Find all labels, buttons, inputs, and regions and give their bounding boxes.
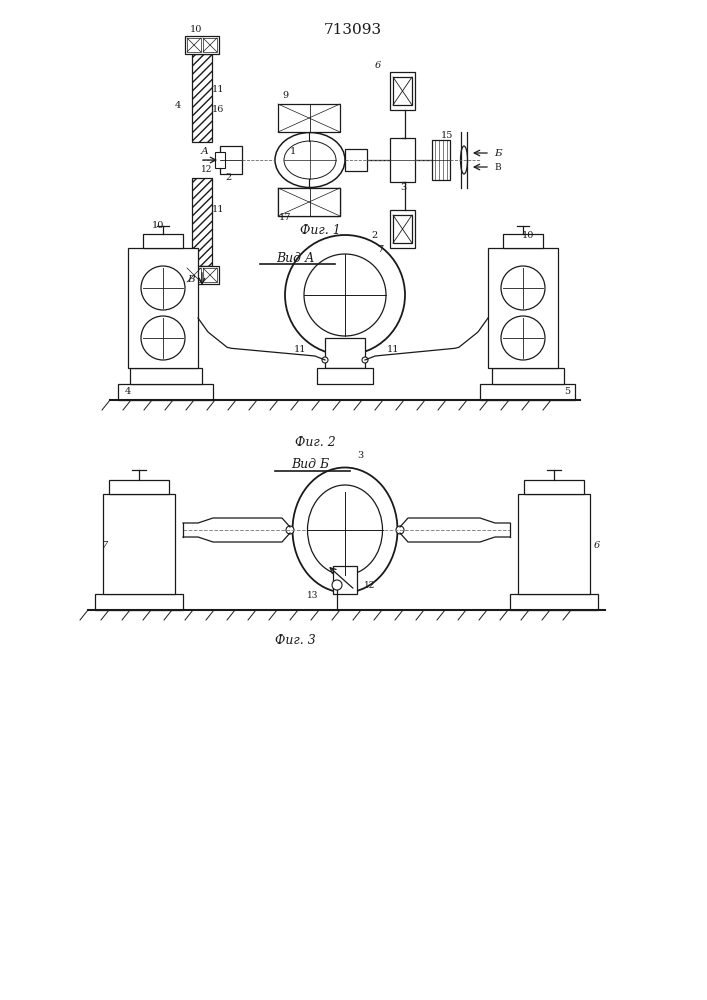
Bar [185,36,219,54]
Bar [317,368,373,384]
Text: 4: 4 [125,387,131,396]
Ellipse shape [284,141,336,179]
Bar [390,72,415,110]
Bar [345,149,367,171]
Bar [524,480,584,494]
Bar [492,368,564,384]
Bar [393,215,412,243]
Text: Фиг. 3: Фиг. 3 [274,634,315,647]
Bar [192,178,212,266]
Bar [278,188,340,216]
Text: 11: 11 [387,346,399,355]
Circle shape [141,266,185,310]
Bar [278,104,340,132]
Ellipse shape [304,254,386,336]
Circle shape [501,316,545,360]
Circle shape [322,357,328,363]
Text: 2: 2 [225,174,231,182]
Bar [278,188,340,216]
Text: 4: 4 [175,101,181,109]
Text: 6: 6 [375,60,381,70]
Bar [192,178,212,266]
Bar [95,594,183,610]
Text: 12: 12 [201,164,213,174]
Bar [109,480,169,494]
Text: 16: 16 [212,105,224,114]
Circle shape [362,357,368,363]
Circle shape [332,580,342,590]
Circle shape [286,526,294,534]
Bar [432,140,450,180]
Text: В: В [495,162,501,172]
Bar [192,54,212,142]
Text: 11: 11 [293,346,306,355]
Bar [325,338,365,368]
Bar [203,268,217,282]
Text: 17: 17 [279,214,291,223]
Bar [393,77,412,105]
Bar [118,384,213,400]
Ellipse shape [308,485,382,575]
Circle shape [501,266,545,310]
Ellipse shape [460,146,467,174]
Bar [185,266,219,284]
Text: 3: 3 [357,450,363,460]
Text: Фиг. 2: Фиг. 2 [295,436,335,448]
Circle shape [396,526,404,534]
Bar [203,38,217,52]
Text: 6: 6 [594,540,600,550]
Text: 5: 5 [564,387,570,396]
Text: 1: 1 [290,147,296,156]
Text: 10: 10 [189,25,202,34]
Text: Вид Б: Вид Б [291,458,329,472]
Bar [480,384,575,400]
Bar [488,248,558,368]
Text: 9: 9 [282,91,288,100]
Bar [187,268,201,282]
Text: 2: 2 [372,231,378,239]
Text: 7: 7 [102,540,108,550]
Text: 7: 7 [377,245,383,254]
Ellipse shape [293,468,397,592]
Text: 11: 11 [212,206,224,215]
Text: 10: 10 [152,221,164,230]
Text: 11: 11 [212,86,224,95]
Bar [103,494,175,594]
Bar [503,234,543,248]
Ellipse shape [285,235,405,355]
Text: Б: Б [494,148,502,157]
Text: 13: 13 [308,590,319,599]
Bar [390,138,415,182]
Text: В: В [187,275,195,284]
Bar [187,38,201,52]
Bar [510,594,598,610]
Bar [192,54,212,142]
Bar [333,566,357,594]
Text: Фиг. 1: Фиг. 1 [300,224,340,236]
Circle shape [141,316,185,360]
Bar [130,368,202,384]
Text: Вид А: Вид А [276,251,314,264]
Text: А: А [201,146,209,155]
Text: 713093: 713093 [324,23,382,37]
Text: 12: 12 [364,580,375,589]
Text: 15: 15 [440,130,453,139]
Text: 3: 3 [400,184,406,192]
Bar [143,234,183,248]
Bar [390,210,415,248]
Bar [220,146,242,174]
Bar [128,248,198,368]
Bar [518,494,590,594]
Ellipse shape [275,132,345,188]
Bar [215,152,225,168]
Text: 10: 10 [522,231,534,239]
